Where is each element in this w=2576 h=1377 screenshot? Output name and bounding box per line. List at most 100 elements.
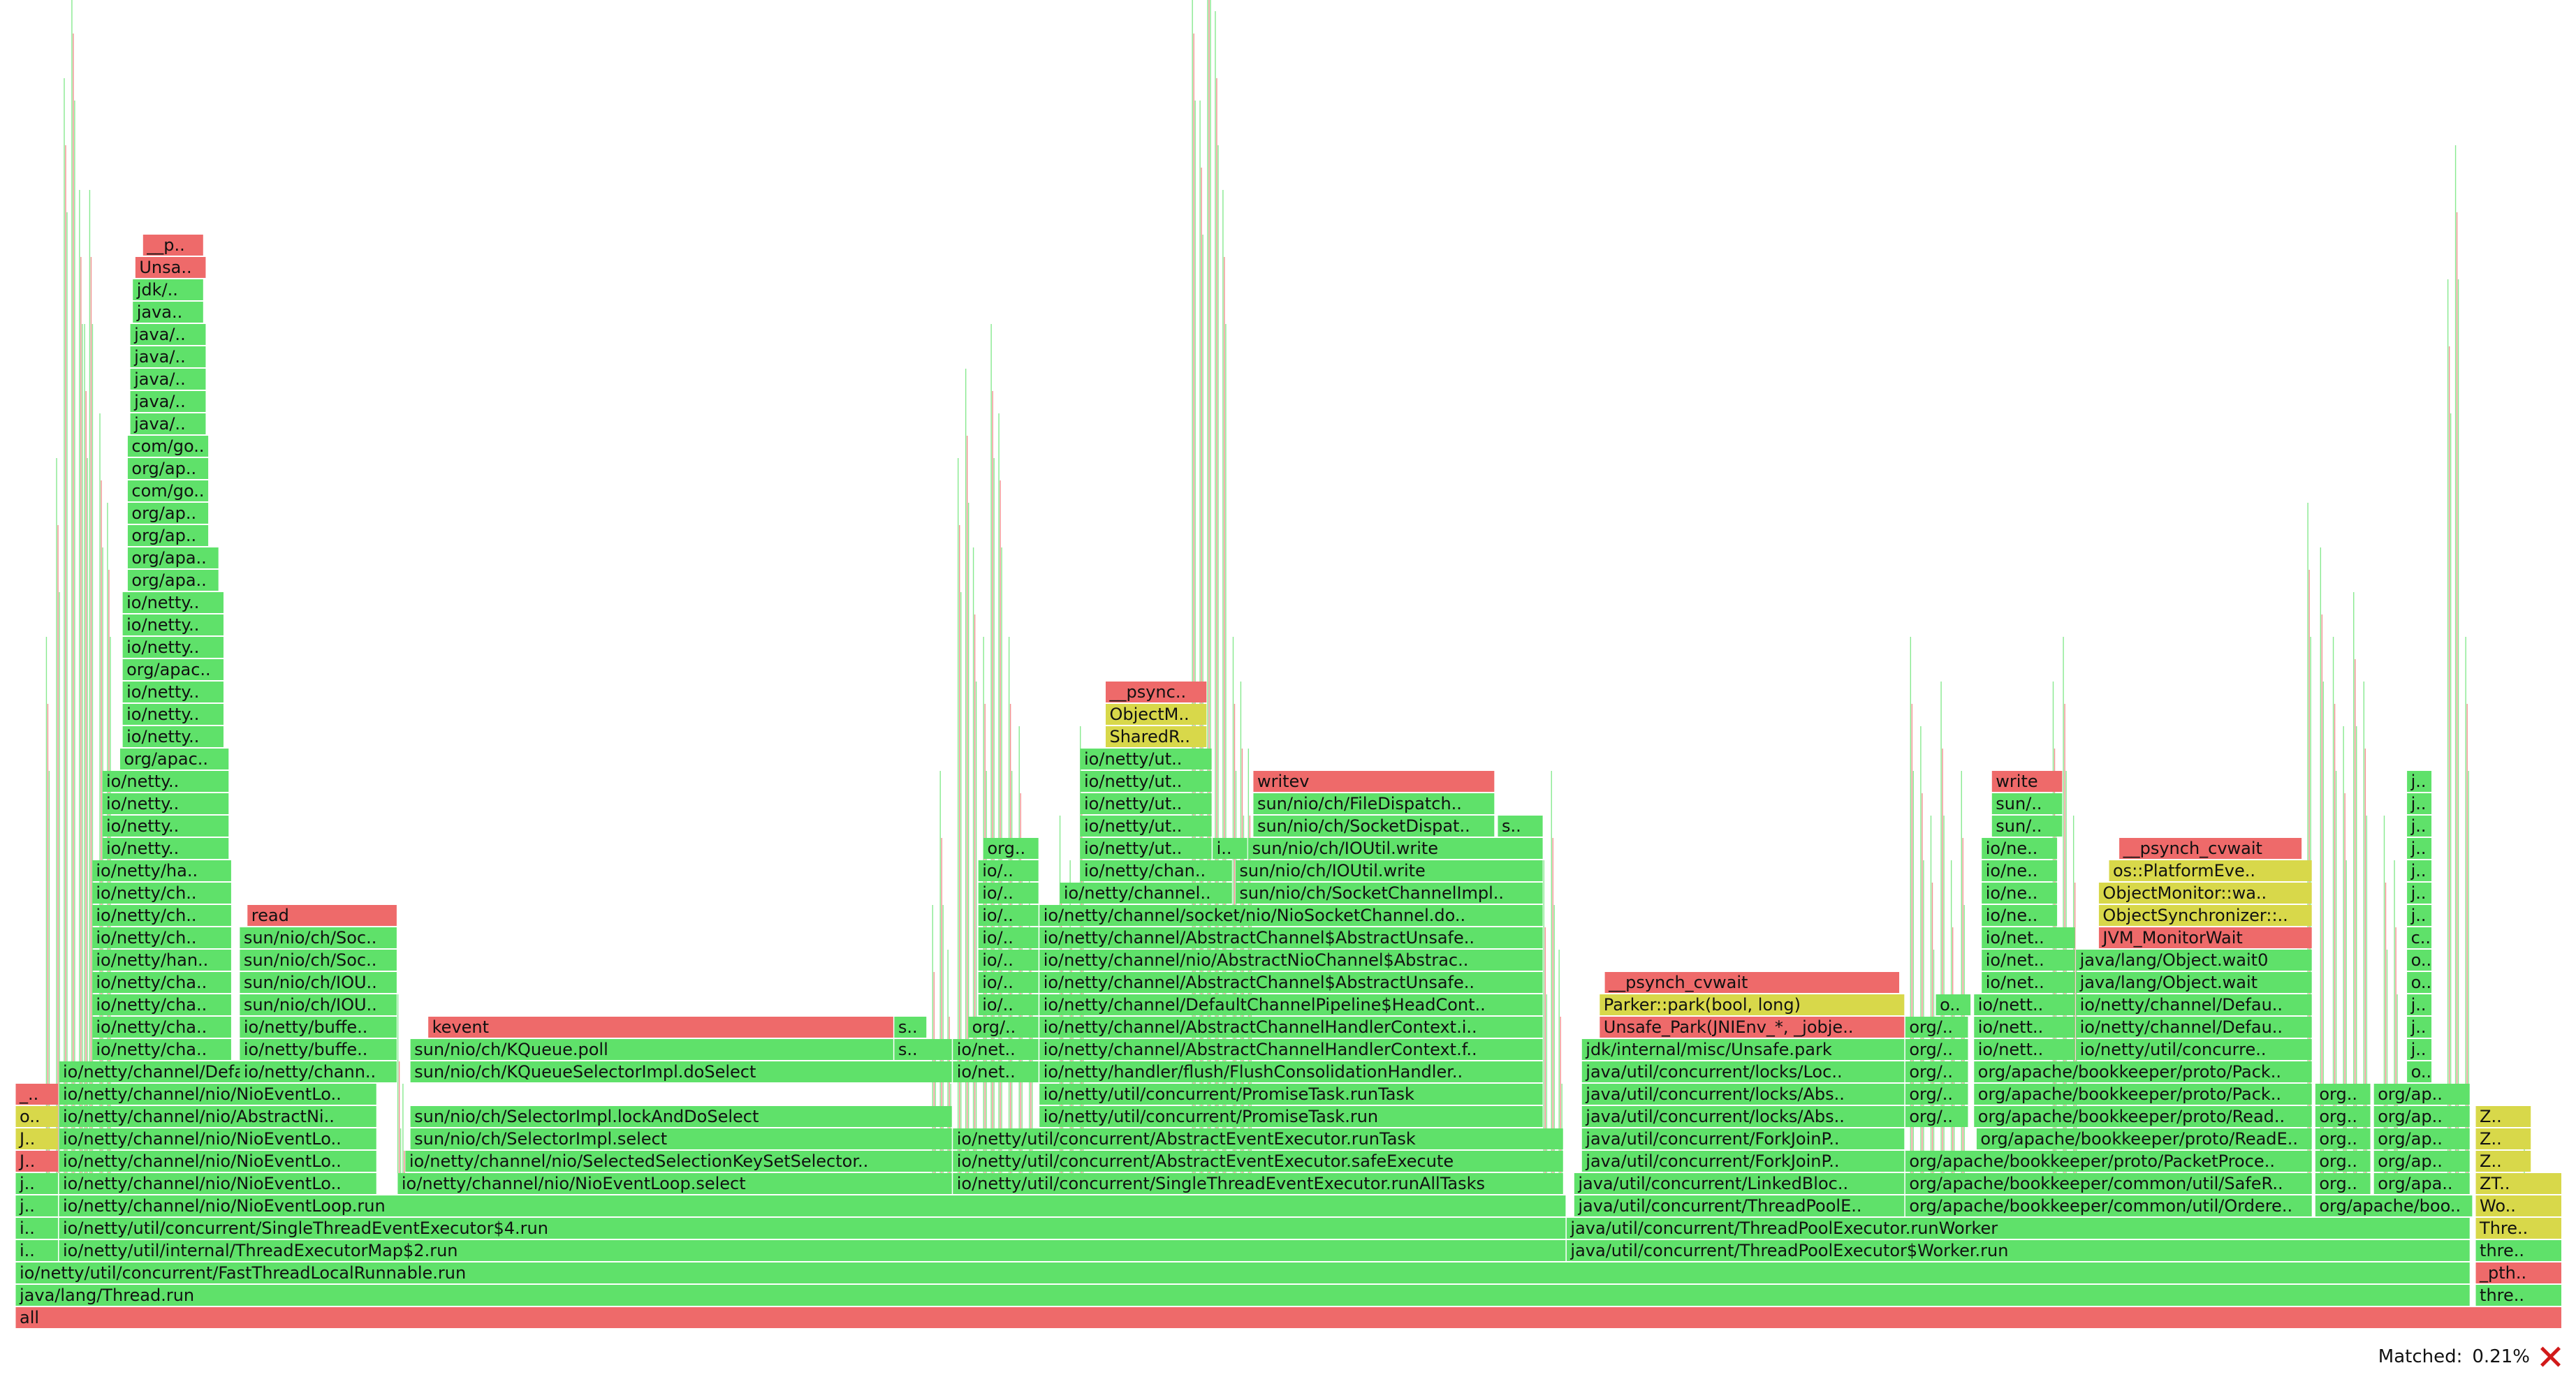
flame-frame-rect[interactable] — [102, 816, 229, 837]
flame-frame[interactable]: io/netty/channel/Defau.. — [2076, 994, 2312, 1015]
flame-frame-rect[interactable] — [1581, 1084, 1905, 1105]
flame-frame[interactable]: io/netty/channel/nio/AbstractNioChannel$… — [1039, 950, 1543, 971]
flame-frame-rect[interactable] — [1604, 972, 1900, 993]
flame-frame-rect[interactable] — [1991, 816, 2063, 837]
flame-frame[interactable]: sun/nio/ch/KQueue.poll — [410, 1039, 893, 1060]
flame-frame[interactable]: org.. — [2315, 1173, 2371, 1194]
flame-frame[interactable]: read — [247, 905, 397, 926]
flame-frame[interactable]: io/netty/ut.. — [1080, 793, 1212, 814]
flame-frame[interactable]: io/netty.. — [122, 614, 224, 635]
flame-frame-rect[interactable] — [1253, 793, 1495, 814]
flame-frame-rect[interactable] — [59, 1128, 376, 1149]
flame-frame[interactable]: java/.. — [130, 391, 206, 412]
flame-frame-rect[interactable] — [1080, 749, 1212, 770]
flame-frame-rect[interactable] — [1982, 838, 2058, 859]
flame-frame[interactable]: thre.. — [2475, 1240, 2561, 1261]
flame-frame-rect[interactable] — [130, 391, 206, 412]
flame-frame-rect[interactable] — [1974, 1106, 2312, 1127]
flame-frame[interactable]: org.. — [2315, 1151, 2371, 1172]
flame-frame-rect[interactable] — [1974, 1061, 2312, 1082]
flame-frame[interactable]: sun/nio/ch/FileDispatch.. — [1253, 793, 1495, 814]
flame-frame[interactable]: io/.. — [978, 883, 1039, 904]
flame-frame[interactable]: jdk/.. — [133, 279, 203, 300]
flame-frame[interactable]: sun/nio/ch/IOUtil.write — [1248, 838, 1543, 859]
flame-frame[interactable]: org.. — [983, 838, 1039, 859]
flame-frame[interactable]: org/ap.. — [2373, 1151, 2470, 1172]
flame-frame[interactable]: org/apache/bookkeeper/common/util/SafeR.… — [1905, 1173, 2312, 1194]
flame-frame-rect[interactable] — [1253, 816, 1495, 837]
flame-frame[interactable]: io/netty/ut.. — [1080, 816, 1212, 837]
flame-frame-rect[interactable] — [1991, 771, 2063, 792]
flame-frame-rect[interactable] — [953, 1173, 1563, 1194]
flame-frame[interactable]: org.. — [2315, 1084, 2371, 1105]
flame-frame-rect[interactable] — [978, 883, 1039, 904]
flame-frame-rect[interactable] — [15, 1240, 58, 1261]
flame-frame[interactable]: org/apac.. — [119, 749, 229, 770]
flame-frame-rect[interactable] — [2373, 1151, 2470, 1172]
flame-frame[interactable]: org/apache/bookkeeper/proto/Pack.. — [1974, 1061, 2312, 1082]
flame-frame[interactable]: io/ne.. — [1982, 883, 2058, 904]
flame-frame[interactable]: io/netty.. — [122, 592, 224, 613]
flame-frame-rect[interactable] — [15, 1106, 58, 1127]
flame-frame-rect[interactable] — [122, 637, 224, 658]
flame-frame[interactable]: org/apache/bookkeeper/proto/Read.. — [1974, 1106, 2312, 1127]
flame-frame[interactable]: io/netty/chan.. — [1080, 860, 1232, 881]
flame-frame[interactable]: io/net.. — [1982, 950, 2075, 971]
flame-frame[interactable]: org/ap.. — [127, 458, 209, 479]
flame-frame[interactable]: j.. — [15, 1195, 58, 1216]
flame-frame-rect[interactable] — [2475, 1106, 2531, 1127]
flame-frame-rect[interactable] — [1080, 838, 1212, 859]
flame-frame-rect[interactable] — [92, 1017, 231, 1038]
flame-frame[interactable]: ZT.. — [2475, 1173, 2561, 1194]
flame-frame-rect[interactable] — [2407, 1061, 2432, 1082]
flame-frame-rect[interactable] — [1974, 994, 2075, 1015]
flame-frame[interactable]: java/lang/Object.wait0 — [2076, 950, 2312, 971]
flame-frame-rect[interactable] — [1581, 1039, 1905, 1060]
flame-frame-rect[interactable] — [1974, 1017, 2075, 1038]
flame-frame[interactable]: kevent — [428, 1017, 893, 1038]
flame-frame[interactable]: io/netty/util/concurrent/PromiseTask.run — [1039, 1106, 1543, 1127]
flame-frame[interactable]: io/netty/channel/Defau.. — [2076, 1017, 2312, 1038]
flame-frame-rect[interactable] — [2407, 1017, 2432, 1038]
flame-frame-rect[interactable] — [1976, 1128, 2312, 1149]
flame-frame[interactable]: io/netty/channel/AbstractChannel$Abstrac… — [1039, 927, 1543, 948]
flame-frame[interactable]: org/ap.. — [2373, 1128, 2470, 1149]
flame-frame[interactable]: sun/nio/ch/SelectorImpl.select — [410, 1128, 952, 1149]
flame-frame[interactable]: java/.. — [130, 346, 206, 367]
flame-frame-rect[interactable] — [130, 413, 206, 434]
flame-frame[interactable]: o.. — [2407, 950, 2431, 971]
flame-frame[interactable]: java/lang/Object.wait — [2076, 972, 2312, 993]
flame-frame-rect[interactable] — [2315, 1195, 2473, 1216]
flame-frame[interactable]: org/ap.. — [2373, 1106, 2470, 1127]
flame-frame[interactable]: io/netty/util/concurrent/SingleThreadEve… — [59, 1218, 1566, 1239]
flame-frame-rect[interactable] — [92, 927, 231, 948]
flame-frame-rect[interactable] — [2076, 972, 2312, 993]
flame-frame[interactable]: io/nett.. — [1974, 994, 2075, 1015]
flame-frame[interactable]: Wo.. — [2475, 1195, 2561, 1216]
flame-frame[interactable]: io/netty.. — [102, 793, 229, 814]
flame-frame[interactable]: org/apac.. — [122, 659, 224, 680]
flame-frame[interactable]: j.. — [2407, 771, 2432, 792]
flame-frame-rect[interactable] — [15, 1195, 58, 1216]
flame-frame-rect[interactable] — [130, 369, 206, 390]
flame-frame-rect[interactable] — [133, 302, 203, 323]
flame-frame[interactable]: __p.. — [142, 235, 203, 256]
flame-frame-rect[interactable] — [1253, 771, 1495, 792]
flame-frame[interactable]: io/.. — [978, 950, 1039, 971]
flame-frame[interactable]: org/.. — [1905, 1084, 1968, 1105]
flame-frame-rect[interactable] — [135, 257, 206, 278]
flame-frame-rect[interactable] — [2315, 1084, 2371, 1105]
close-icon[interactable] — [2540, 1346, 2561, 1367]
flame-frame[interactable]: io/netty/ch.. — [92, 905, 231, 926]
flame-frame[interactable]: org/.. — [1905, 1106, 1968, 1127]
flame-frame[interactable]: io/.. — [978, 994, 1039, 1015]
flame-frame[interactable]: os::PlatformEve.. — [2109, 860, 2312, 881]
flame-frame-rect[interactable] — [978, 972, 1039, 993]
flame-frame[interactable]: io/netty.. — [102, 771, 229, 792]
flame-frame[interactable]: org/apache/bookkeeper/proto/ReadE.. — [1976, 1128, 2312, 1149]
flame-frame[interactable]: io/netty/channel/nio/NioEventLoop.select — [397, 1173, 952, 1194]
flame-frame[interactable]: java/util/concurrent/ThreadPoolExecutor.… — [1566, 1218, 2470, 1239]
flame-frame[interactable]: org/apa.. — [2373, 1173, 2470, 1194]
flame-frame-rect[interactable] — [2407, 793, 2432, 814]
flame-frame[interactable]: io/netty.. — [122, 637, 224, 658]
